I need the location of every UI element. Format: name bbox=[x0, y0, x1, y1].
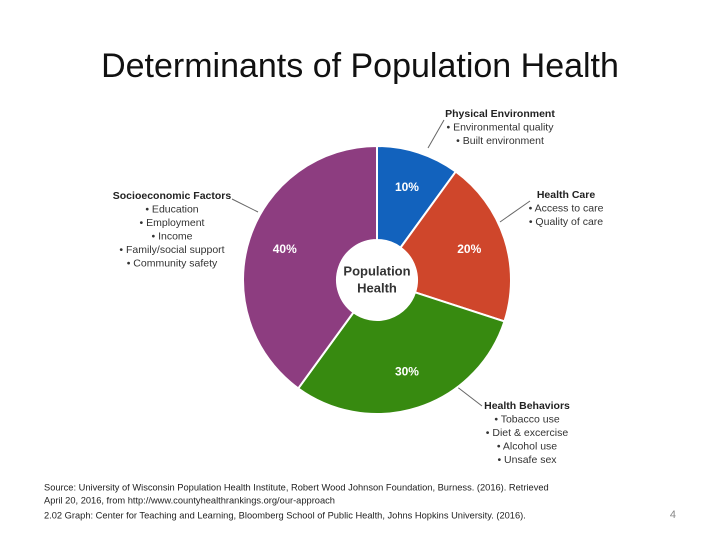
category-detail: • Diet & excercise bbox=[486, 427, 569, 439]
callout-line bbox=[455, 385, 483, 407]
category-detail: • Community safety bbox=[127, 257, 218, 269]
source-text: April 20, 2016, from http://www.countyhe… bbox=[44, 495, 335, 505]
category-detail: • Unsafe sex bbox=[497, 454, 557, 466]
source-text: Source: University of Wisconsin Populati… bbox=[44, 482, 549, 492]
category-label: Health Care bbox=[537, 189, 596, 201]
value-label: 30% bbox=[395, 364, 419, 378]
pie-slice bbox=[242, 144, 378, 390]
category-label: Physical Environment bbox=[445, 108, 555, 120]
category-label: Socioeconomic Factors bbox=[113, 190, 232, 202]
category-detail: • Alcohol use bbox=[497, 440, 557, 452]
value-label: 40% bbox=[273, 242, 297, 256]
page-number: 4 bbox=[670, 509, 676, 521]
center-label: Population bbox=[343, 263, 410, 278]
category-detail: • Quality of care bbox=[529, 216, 603, 228]
value-label: 10% bbox=[395, 180, 419, 194]
category-detail: • Tobacco use bbox=[494, 413, 560, 425]
pie-slice bbox=[296, 291, 506, 415]
category-detail: • Built environment bbox=[456, 135, 544, 147]
center-label: Health bbox=[357, 280, 397, 295]
donut-hole bbox=[338, 241, 416, 319]
category-detail: • Employment bbox=[140, 217, 205, 229]
category-detail: • Environmental quality bbox=[447, 121, 555, 133]
source-text: 2.02 Graph: Center for Teaching and Lear… bbox=[44, 510, 526, 520]
value-label: 20% bbox=[457, 242, 481, 256]
category-detail: • Family/social support bbox=[119, 244, 224, 256]
callout-line bbox=[231, 198, 259, 213]
callout-line bbox=[427, 119, 445, 149]
category-label: Health Behaviors bbox=[484, 400, 570, 412]
category-detail: • Access to care bbox=[529, 202, 604, 214]
category-detail: • Education bbox=[145, 203, 198, 215]
category-detail: • Income bbox=[151, 230, 192, 242]
pie-slice bbox=[399, 170, 512, 323]
chart-title: Determinants of Population Health bbox=[101, 47, 619, 85]
callout-line bbox=[499, 200, 531, 223]
